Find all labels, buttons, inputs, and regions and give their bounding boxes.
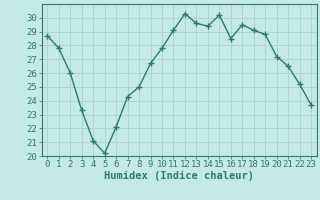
X-axis label: Humidex (Indice chaleur): Humidex (Indice chaleur) bbox=[104, 171, 254, 181]
